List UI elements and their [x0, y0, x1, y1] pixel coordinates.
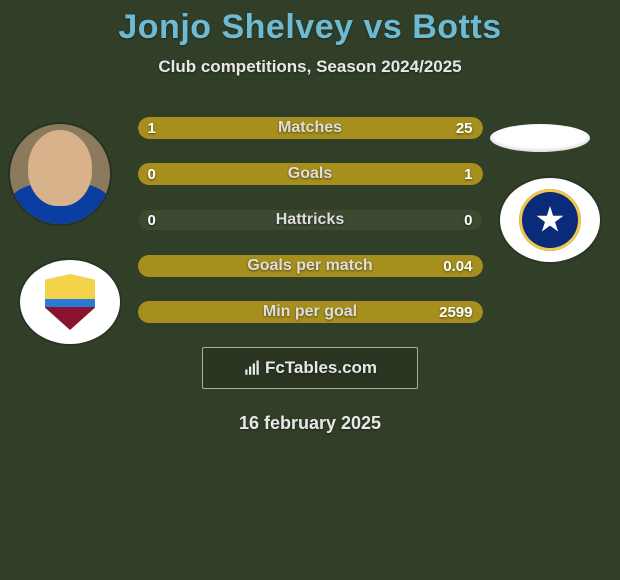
stat-bar-left	[138, 117, 151, 139]
chart-icon	[243, 359, 261, 377]
page-subtitle: Club competitions, Season 2024/2025	[0, 57, 620, 77]
stat-bar-right	[138, 163, 483, 185]
stat-label: Hattricks	[138, 209, 483, 231]
crest-star-icon	[536, 206, 564, 234]
player-head	[28, 130, 92, 206]
page-title: Jonjo Shelvey vs Botts	[0, 0, 620, 47]
stats-bars: 125Matches 01Goals 0 0Hattricks 0.04Goals pe…	[138, 117, 483, 323]
oval-decoration	[490, 124, 590, 152]
club-crest-right	[500, 178, 600, 262]
burnley-crest-icon	[45, 274, 95, 330]
stat-bar-right	[138, 255, 483, 277]
stat-bar-right	[138, 301, 483, 323]
brand-box: FcTables.com	[202, 347, 418, 389]
stat-row: 2599Min per goal	[138, 301, 483, 323]
stat-row: 0 0Hattricks	[138, 209, 483, 231]
stat-value-left: 0	[148, 209, 156, 231]
stat-value-right: 0	[464, 209, 472, 231]
crest-band	[45, 299, 95, 307]
brand-text: FcTables.com	[265, 358, 377, 378]
stat-row: 01Goals	[138, 163, 483, 185]
stat-row: 0.04Goals per match	[138, 255, 483, 277]
player-left-photo	[10, 124, 110, 224]
stat-bar-right	[151, 117, 483, 139]
stat-row: 125Matches	[138, 117, 483, 139]
page-root: Jonjo Shelvey vs Botts Club competitions…	[0, 0, 620, 580]
date-text: 16 february 2025	[0, 413, 620, 434]
club-crest-left	[20, 260, 120, 344]
portsmouth-crest-icon	[519, 189, 581, 251]
